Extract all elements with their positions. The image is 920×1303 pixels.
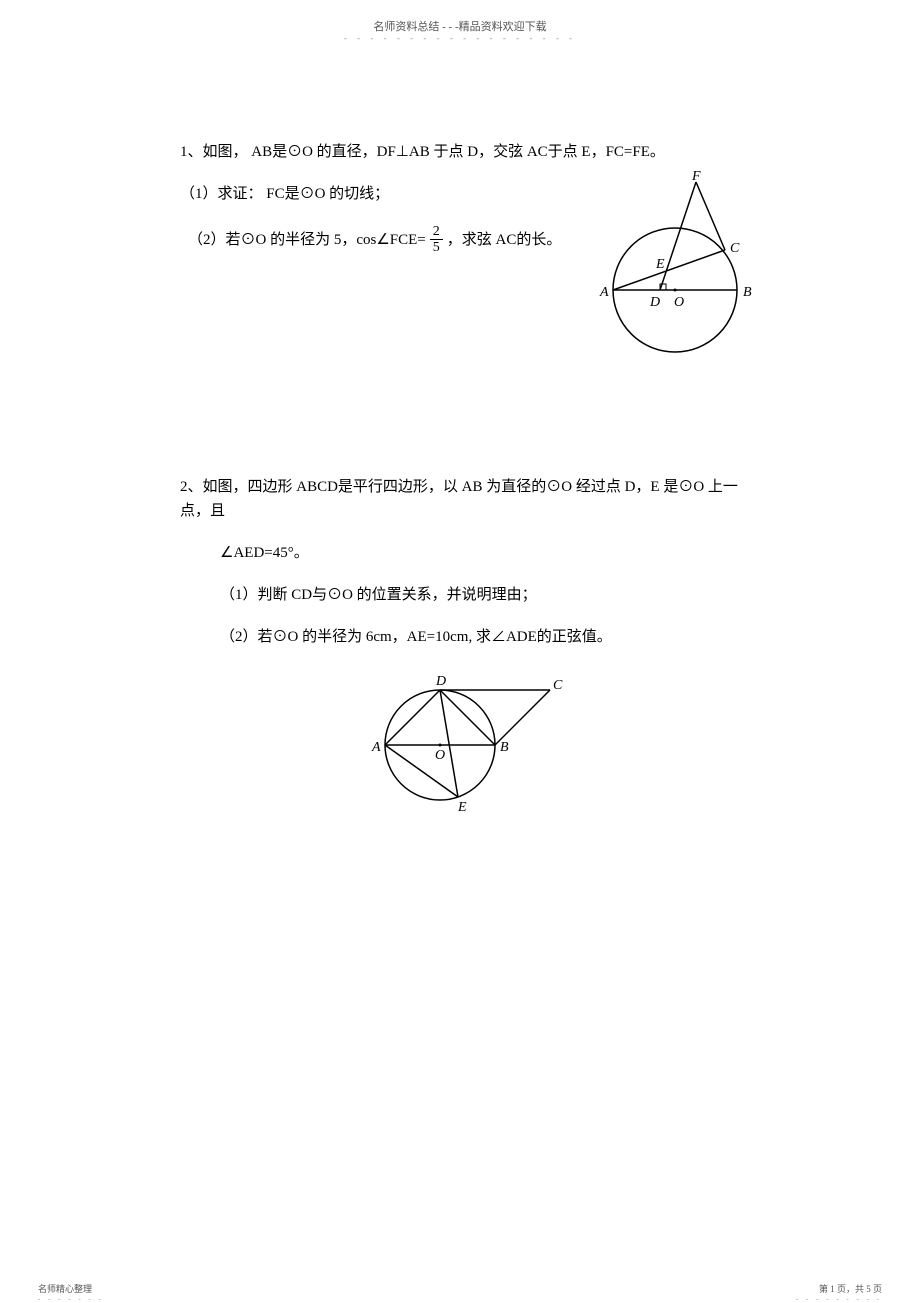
line-df: [660, 182, 696, 290]
fraction-denominator: 5: [430, 240, 443, 255]
line-ac: [613, 250, 725, 290]
problem2-part2: （2）若⊙O 的半径为 6cm，AE=10cm, 求∠ADE的正弦值。: [180, 625, 740, 649]
content-area: 1、如图， AB是⊙O 的直径，DF⊥AB 于点 D，交弦 AC于点 E，FC=…: [180, 140, 740, 827]
problem-1: 1、如图， AB是⊙O 的直径，DF⊥AB 于点 D，交弦 AC于点 E，FC=…: [180, 140, 740, 255]
point-o2-dot: [439, 744, 442, 747]
header-title: 名师资料总结 - - -精品资料欢迎下载: [0, 18, 920, 34]
problem1-part2-text-a: （2）若⊙O 的半径为 5，cos∠FCE=: [188, 228, 426, 252]
label-b2: B: [500, 740, 509, 755]
line-ad2: [385, 690, 440, 745]
footer-right-dots: - - - - - - - - -: [796, 1295, 882, 1303]
fraction-numerator: 2: [430, 224, 443, 240]
label-o: O: [674, 295, 684, 310]
label-e: E: [655, 257, 665, 272]
point-o-dot: [674, 289, 677, 292]
figure-2: D C A O B E: [180, 667, 740, 827]
label-f: F: [691, 170, 701, 184]
figure2-svg: D C A O B E: [350, 667, 570, 827]
line-ae2: [385, 745, 458, 797]
problem2-line2: ∠AED=45°。: [180, 541, 740, 565]
line-cb2: [495, 690, 550, 745]
problem-2: 2、如图，四边形 ABCD是平行四边形，以 AB 为直径的⊙O 经过点 D，E …: [180, 475, 740, 827]
problem2-part1: （1）判断 CD与⊙O 的位置关系，并说明理由；: [180, 583, 740, 607]
label-o2: O: [435, 748, 445, 763]
figure-1: F C E A D O B: [590, 170, 760, 360]
figure1-svg: F C E A D O B: [590, 170, 760, 370]
problem2-statement: 2、如图，四边形 ABCD是平行四边形，以 AB 为直径的⊙O 经过点 D，E …: [180, 475, 740, 523]
label-c: C: [730, 241, 740, 256]
label-b: B: [743, 285, 752, 300]
label-c2: C: [553, 678, 563, 693]
label-e2: E: [457, 800, 467, 815]
footer-left-dots: - - - - - - -: [38, 1295, 104, 1303]
label-a2: A: [371, 740, 381, 755]
label-a: A: [599, 285, 609, 300]
header-dots: - - - - - - - - - - - - - - - - - -: [0, 33, 920, 43]
label-d2: D: [435, 674, 446, 689]
label-d: D: [649, 295, 660, 310]
fraction-2-5: 2 5: [430, 224, 443, 255]
footer-right: 第 1 页，共 5 页: [819, 1282, 882, 1295]
problem1-part2-text-b: ，求弦 AC的长。: [447, 228, 562, 252]
problem1-statement: 1、如图， AB是⊙O 的直径，DF⊥AB 于点 D，交弦 AC于点 E，FC=…: [180, 140, 740, 164]
footer-left: 名师精心整理: [38, 1282, 92, 1295]
